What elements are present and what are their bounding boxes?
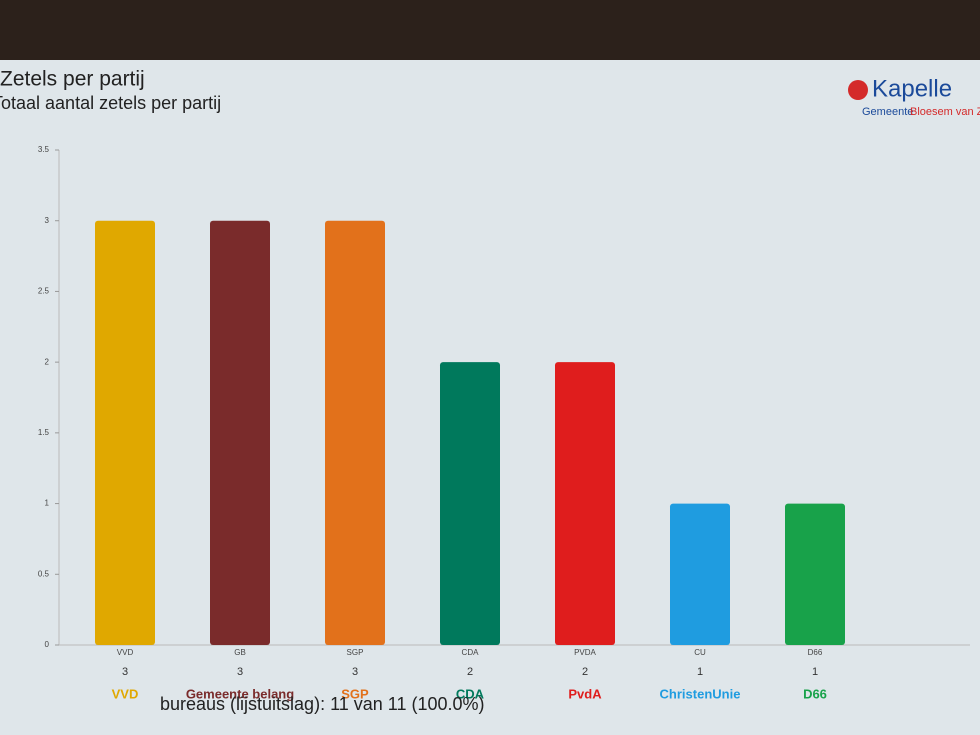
party-logo: PvdA bbox=[568, 686, 602, 701]
x-tick-label: GB bbox=[234, 648, 246, 657]
party-logo: CDA bbox=[456, 686, 485, 701]
party-logo: ChristenUnie bbox=[660, 686, 741, 701]
bar bbox=[670, 503, 730, 645]
x-tick-label: CU bbox=[694, 648, 706, 657]
bar bbox=[555, 362, 615, 645]
bar bbox=[440, 362, 500, 645]
value-label: 3 bbox=[352, 666, 358, 678]
y-tick-label: 0.5 bbox=[38, 569, 50, 578]
y-tick-label: 1.5 bbox=[38, 428, 50, 437]
chart-subtitle: Totaal aantal zetels per partij bbox=[0, 93, 221, 113]
x-tick-label: SGP bbox=[347, 648, 364, 657]
footer: bureaus (lijstuitslag): 11 van 11 (100.0… bbox=[160, 694, 485, 714]
y-tick-label: 3.5 bbox=[38, 145, 50, 154]
brand-line: Bloesem van Z bbox=[910, 106, 980, 118]
x-tick-label: PVDA bbox=[574, 648, 596, 657]
party-logo: Gemeente belang bbox=[186, 686, 294, 701]
brand-line: Gemeente bbox=[862, 106, 913, 118]
value-label: 2 bbox=[467, 666, 473, 678]
party-logo: D66 bbox=[803, 686, 827, 701]
value-label: 3 bbox=[237, 666, 243, 678]
value-label: 1 bbox=[697, 666, 703, 678]
value-label: 2 bbox=[582, 666, 588, 678]
brand-name: Kapelle bbox=[872, 75, 952, 102]
y-tick-label: 2.5 bbox=[38, 287, 50, 296]
value-label: 3 bbox=[122, 666, 128, 678]
x-tick-label: D66 bbox=[808, 648, 823, 657]
brand-icon bbox=[848, 80, 868, 100]
y-tick-label: 3 bbox=[45, 216, 50, 225]
y-tick-label: 0 bbox=[45, 640, 50, 649]
party-logo: VVD bbox=[112, 686, 139, 701]
bar bbox=[785, 503, 845, 645]
y-tick-label: 2 bbox=[45, 357, 50, 366]
value-label: 1 bbox=[812, 666, 818, 678]
x-tick-label: CDA bbox=[462, 648, 480, 657]
x-tick-label: VVD bbox=[117, 648, 134, 657]
party-logo: SGP bbox=[341, 686, 369, 701]
bar bbox=[325, 220, 385, 645]
screen-bezel bbox=[0, 0, 980, 60]
bar bbox=[95, 220, 155, 645]
y-tick-label: 1 bbox=[45, 499, 50, 508]
chart-title: Zetels per partij bbox=[0, 68, 145, 91]
bar bbox=[210, 220, 270, 645]
